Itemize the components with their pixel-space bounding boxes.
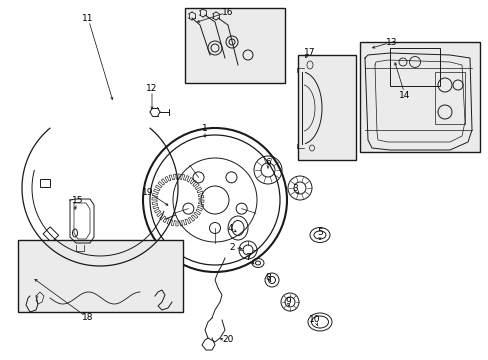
Bar xyxy=(434,72,464,124)
Bar xyxy=(18,240,183,312)
Text: 4: 4 xyxy=(227,224,232,233)
Text: 13: 13 xyxy=(386,37,397,46)
Bar xyxy=(40,179,50,187)
Text: 7: 7 xyxy=(244,253,250,262)
Bar xyxy=(184,8,285,83)
Text: 17: 17 xyxy=(304,48,315,57)
Text: 1: 1 xyxy=(202,123,207,132)
Bar xyxy=(389,48,439,86)
Text: 10: 10 xyxy=(308,315,320,324)
Text: 20: 20 xyxy=(222,336,233,345)
Text: 9: 9 xyxy=(285,297,290,306)
Bar xyxy=(297,55,355,160)
Text: 2: 2 xyxy=(229,243,234,252)
Text: 8: 8 xyxy=(264,274,270,283)
Text: 3: 3 xyxy=(291,184,297,193)
Text: 14: 14 xyxy=(399,90,410,99)
Text: 15: 15 xyxy=(72,195,83,204)
Text: 16: 16 xyxy=(222,8,233,17)
Bar xyxy=(43,227,59,242)
Text: 6: 6 xyxy=(264,158,270,166)
Text: 18: 18 xyxy=(82,314,94,323)
Text: 12: 12 xyxy=(146,84,157,93)
Text: 19: 19 xyxy=(142,188,153,197)
Text: 5: 5 xyxy=(317,228,322,237)
Bar xyxy=(359,42,479,152)
Text: 11: 11 xyxy=(82,14,94,23)
